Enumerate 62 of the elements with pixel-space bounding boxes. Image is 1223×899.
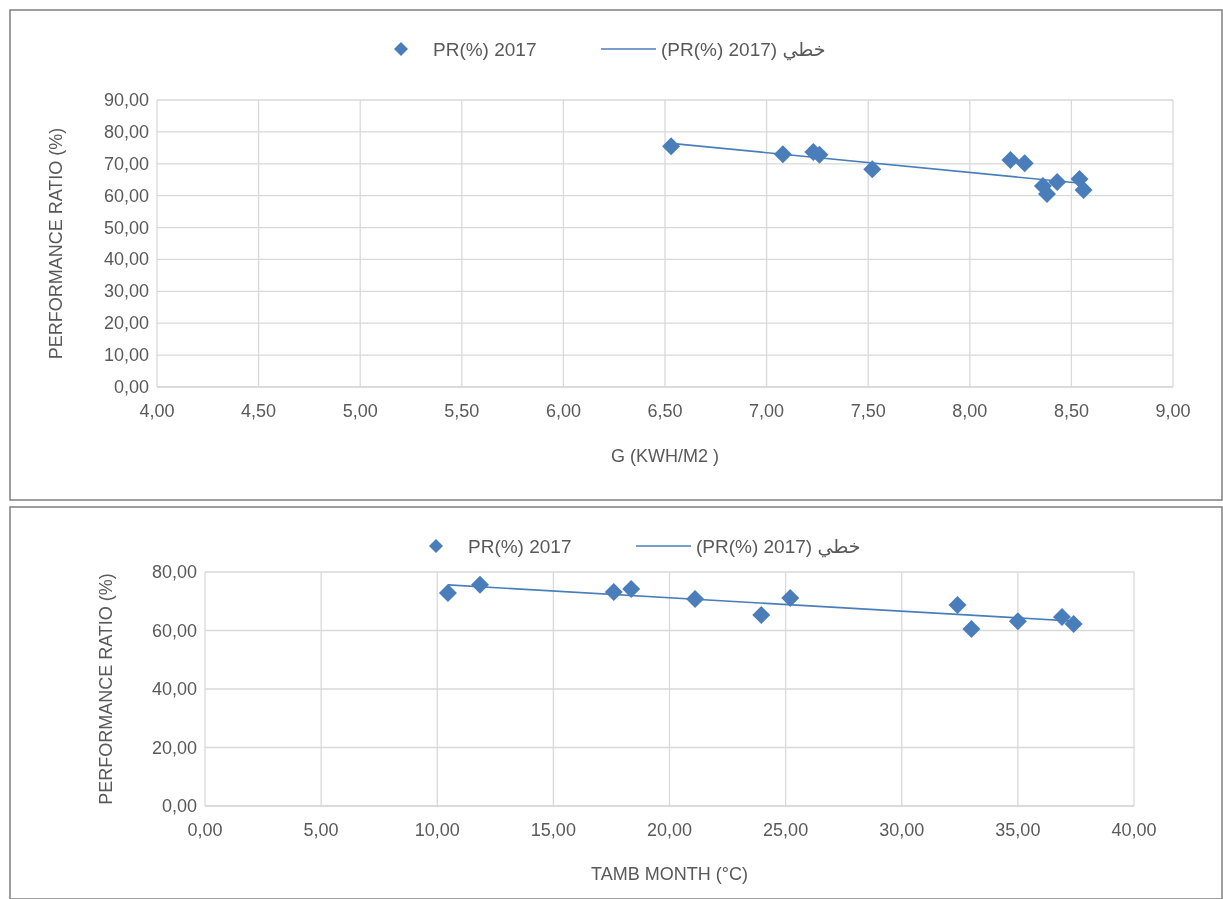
point [948, 596, 967, 615]
y-tick-label: 40,00 [103, 249, 149, 270]
y-tick-label: 80,00 [103, 121, 149, 142]
x-axis-title: G (KWH/M2 ) [611, 446, 719, 466]
x-tick-label: 20,00 [646, 820, 693, 840]
y-tick-label: 70,00 [103, 153, 149, 174]
point [622, 579, 641, 598]
x-tick-label: 6,00 [545, 401, 581, 421]
y-tick-label: 0,00 [113, 377, 149, 397]
point [604, 582, 623, 601]
point [863, 160, 882, 179]
x-tick-label: 35,00 [995, 820, 1041, 840]
legend-label: PR(%) 2017 [468, 536, 572, 557]
x-axis-title: TAMB MONTH (°C) [591, 864, 748, 884]
point [1015, 154, 1034, 173]
x-tick-label: 7,00 [749, 401, 785, 421]
y-tick-label: 50,00 [103, 217, 149, 238]
point [962, 620, 981, 639]
x-tick-label: 0,00 [187, 820, 223, 840]
x-tick-label: 6,50 [647, 401, 683, 421]
x-tick-label: 8,50 [1053, 401, 1089, 421]
x-tick-label: 4,50 [241, 401, 277, 421]
legend-label: خطي (PR(%) 2017) [696, 536, 861, 558]
legend-label: خطي (PR(%) 2017) [661, 39, 826, 61]
legend-label: PR(%) 2017 [433, 39, 537, 60]
point [773, 145, 792, 164]
y-tick-label: 60,00 [103, 185, 149, 206]
x-tick-label: 5,50 [444, 401, 480, 421]
point [686, 589, 705, 608]
point [1001, 150, 1020, 169]
y-tick-label: 30,00 [103, 281, 149, 302]
x-tick-label: 30,00 [879, 820, 925, 840]
y-tick-label: 90,00 [103, 90, 149, 110]
point [1053, 608, 1071, 627]
point [752, 606, 771, 624]
x-tick-label: 8,00 [952, 401, 988, 421]
point [662, 137, 681, 156]
y-axis-title: PERFORMANCE RATIO (%) [46, 127, 66, 360]
y-tick-label: 0,00 [161, 796, 197, 816]
y-tick-label: 20,00 [103, 313, 149, 334]
x-tick-label: 40,00 [1111, 820, 1157, 840]
y-tick-label: 40,00 [151, 679, 197, 699]
y-tick-label: 60,00 [151, 620, 197, 641]
x-tick-label: 5,00 [342, 401, 378, 421]
point [470, 575, 489, 594]
point [1064, 615, 1083, 634]
point [1008, 612, 1027, 631]
x-tick-label: 25,00 [763, 820, 809, 840]
point [438, 584, 457, 603]
point [1048, 172, 1067, 191]
x-tick-label: 7,50 [850, 401, 886, 421]
x-tick-label: 4,00 [139, 401, 175, 421]
y-tick-label: 20,00 [151, 737, 197, 758]
x-tick-label: 9,00 [1155, 401, 1191, 421]
y-axis-title: PERFORMANCE RATIO (%) [96, 573, 116, 805]
y-tick-label: 10,00 [103, 345, 149, 366]
y-tick-label: 80,00 [151, 562, 197, 582]
point [781, 589, 800, 608]
x-tick-label: 10,00 [414, 820, 460, 840]
x-tick-label: 5,00 [303, 820, 339, 840]
point [1074, 180, 1093, 199]
x-tick-label: 15,00 [530, 820, 576, 840]
